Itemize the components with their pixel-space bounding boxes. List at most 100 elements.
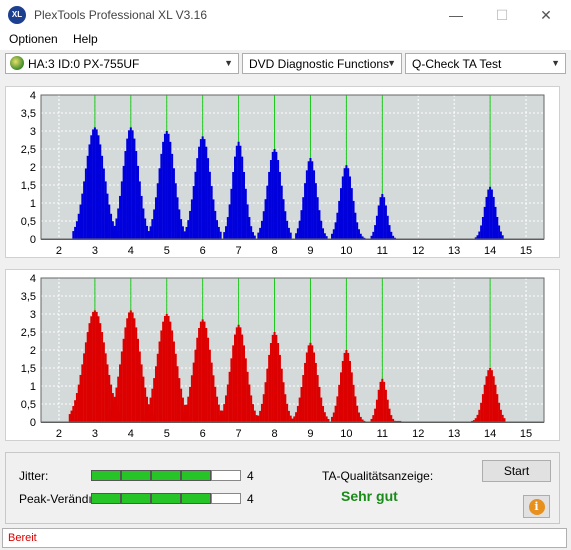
- data-bar: [72, 231, 75, 239]
- data-bar: [74, 226, 77, 239]
- start-button[interactable]: Start: [482, 460, 551, 482]
- data-bar: [348, 176, 351, 239]
- quality-label: TA-Qualitätsanzeige:: [322, 469, 434, 483]
- jitter-meter-segment: [121, 470, 151, 481]
- data-bar: [354, 212, 357, 239]
- data-bar: [304, 183, 307, 239]
- data-bar: [300, 210, 303, 239]
- data-bar: [86, 155, 89, 239]
- data-bar: [356, 405, 359, 422]
- data-bar: [167, 133, 170, 239]
- x-tick-label: 14: [484, 428, 496, 440]
- data-bar: [86, 332, 89, 422]
- data-bar: [273, 332, 276, 422]
- data-bar: [117, 376, 120, 422]
- data-bar: [110, 409, 113, 422]
- data-bar: [158, 168, 161, 239]
- data-bar: [128, 312, 131, 422]
- data-bar: [295, 412, 298, 422]
- data-bar: [359, 233, 362, 239]
- data-bar: [483, 384, 486, 422]
- jitter-meter-segment: [91, 470, 121, 481]
- data-bar: [395, 420, 398, 422]
- jitter-meter-segment: [151, 470, 181, 481]
- data-bar: [158, 341, 161, 422]
- y-tick-label: 0: [30, 417, 36, 429]
- data-bar: [172, 168, 175, 239]
- data-bar: [384, 389, 387, 422]
- data-bar: [374, 225, 377, 239]
- data-bar: [232, 171, 235, 239]
- data-bar: [275, 334, 278, 422]
- data-bar: [311, 345, 314, 422]
- data-bar: [483, 206, 486, 239]
- data-bar: [286, 220, 289, 239]
- x-tick-label: 5: [164, 428, 170, 440]
- data-bar: [162, 321, 165, 422]
- y-tick-label: 1: [30, 198, 36, 210]
- data-bar: [496, 216, 499, 239]
- minimize-button[interactable]: —: [449, 7, 463, 23]
- x-tick-label: 12: [412, 245, 424, 257]
- menu-optionen[interactable]: Optionen: [9, 32, 58, 46]
- y-tick-label: 3,5: [21, 108, 36, 120]
- data-bar: [244, 358, 247, 422]
- data-bar: [79, 204, 82, 239]
- data-bar: [478, 409, 481, 422]
- data-bar: [340, 372, 343, 422]
- data-bar: [115, 218, 118, 239]
- data-bar: [214, 386, 217, 422]
- info-button[interactable]: i: [523, 495, 550, 518]
- x-tick-label: 2: [56, 428, 62, 440]
- data-bar: [323, 412, 326, 422]
- data-bar: [474, 418, 477, 422]
- data-bar: [169, 141, 172, 239]
- data-bar: [228, 371, 231, 422]
- maximize-button[interactable]: ☐: [495, 7, 509, 23]
- data-bar: [207, 337, 210, 422]
- data-bar: [163, 133, 166, 239]
- data-bar: [392, 235, 395, 239]
- data-bar: [120, 181, 123, 239]
- data-bar: [498, 402, 501, 422]
- data-bar: [223, 232, 226, 239]
- data-bar: [210, 362, 213, 422]
- data-bar: [260, 403, 263, 422]
- data-bar: [192, 186, 195, 239]
- data-bar: [269, 343, 272, 422]
- drive-select[interactable]: HA:3 ID:0 PX-755UF ▼: [5, 53, 239, 74]
- data-bar: [144, 218, 147, 239]
- data-bar: [289, 415, 292, 422]
- data-bar: [334, 405, 337, 422]
- data-bar: [266, 185, 269, 239]
- data-bar: [255, 415, 258, 422]
- data-bar: [296, 406, 299, 422]
- test-select[interactable]: Q-Check TA Test ▼: [405, 53, 566, 74]
- data-bar: [476, 235, 479, 239]
- data-bar: [314, 183, 317, 239]
- menu-help[interactable]: Help: [73, 32, 98, 46]
- data-bar: [476, 414, 479, 422]
- data-bar: [393, 237, 396, 239]
- data-bar: [377, 389, 380, 422]
- data-bar: [397, 420, 400, 422]
- close-button[interactable]: ✕: [540, 7, 552, 23]
- data-bar: [178, 378, 181, 422]
- data-bar: [357, 412, 360, 422]
- data-bar: [149, 397, 152, 422]
- data-bar: [70, 410, 73, 422]
- data-bar: [74, 400, 77, 422]
- data-bar: [199, 321, 202, 422]
- data-bar: [113, 396, 116, 422]
- data-bar: [471, 420, 474, 422]
- function-select[interactable]: DVD Diagnostic Functions ▼: [242, 53, 402, 74]
- x-tick-label: 15: [520, 428, 532, 440]
- data-bar: [181, 397, 184, 422]
- data-bar: [183, 410, 186, 422]
- peak-meter-segment: [121, 493, 151, 504]
- data-bar: [149, 226, 152, 239]
- data-bar: [489, 186, 492, 239]
- data-bar: [131, 312, 134, 422]
- y-tick-label: 2: [30, 162, 36, 174]
- data-bar: [370, 418, 373, 422]
